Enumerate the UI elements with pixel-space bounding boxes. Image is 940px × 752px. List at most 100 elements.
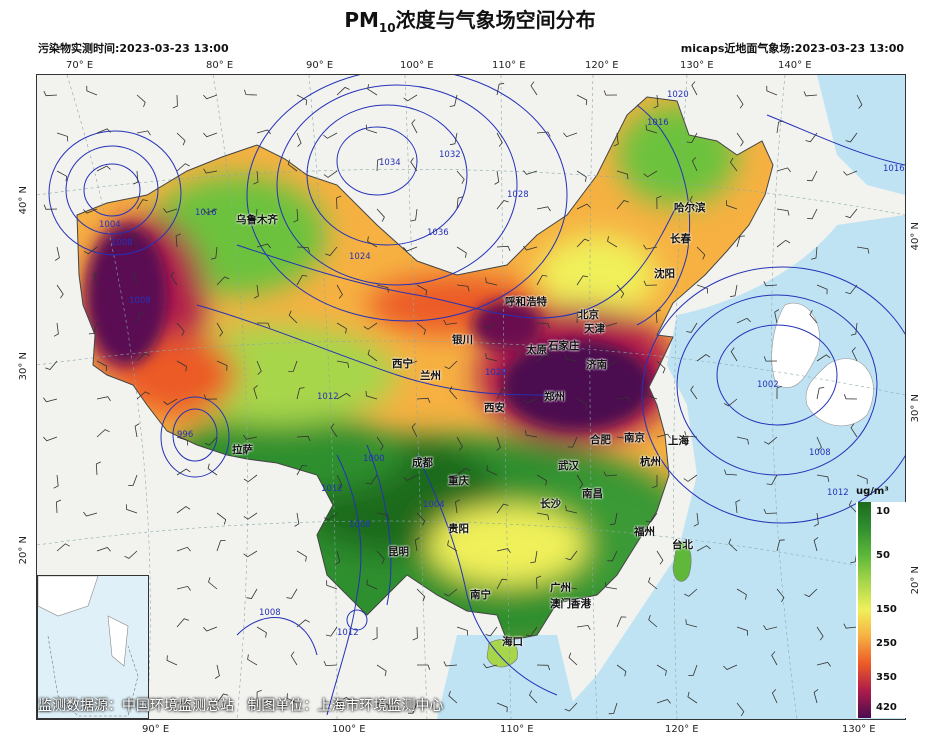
lon-top-label: 70° E	[66, 60, 94, 71]
wind-barb	[496, 436, 501, 451]
wind-barb	[326, 580, 338, 590]
isobar-label: 1012	[317, 392, 339, 402]
isobar-label: 1032	[439, 150, 461, 160]
wind-barb	[523, 398, 538, 404]
city-label: 长春	[670, 233, 691, 245]
isobar-label: 1028	[507, 190, 529, 200]
wind-barb	[247, 654, 258, 666]
wind-barb	[616, 200, 629, 210]
isobar	[160, 396, 230, 478]
wind-barb	[253, 385, 258, 400]
wind-barb	[243, 434, 258, 440]
lon-top-label: 120° E	[585, 60, 619, 71]
wind-barb	[83, 511, 98, 517]
wind-barb	[696, 545, 711, 552]
isobar	[336, 126, 418, 196]
wind-barb	[816, 354, 831, 362]
meridian-line	[212, 75, 249, 719]
wind-barb	[56, 543, 70, 552]
wind-barb	[376, 436, 384, 451]
field-tarim-purple	[87, 225, 167, 365]
wind-barb	[287, 159, 298, 172]
wind-barb	[813, 512, 819, 527]
wind-barb	[288, 310, 298, 324]
wind-barb	[136, 94, 146, 108]
isobar-label: 1020	[485, 368, 507, 378]
wind-barb	[816, 474, 830, 482]
wind-barb	[656, 550, 664, 565]
wind-barb	[216, 540, 226, 552]
wind-barb	[816, 661, 831, 667]
wind-barb	[607, 550, 618, 562]
wind-barb	[565, 505, 578, 514]
city-label: 长沙	[540, 498, 561, 510]
wind-barb	[536, 131, 551, 137]
isobar-label: 1012	[827, 488, 849, 498]
wind-barb	[324, 512, 338, 521]
wind-barb	[616, 396, 631, 402]
wind-barb	[455, 499, 461, 514]
wind-barb	[210, 246, 218, 260]
wind-barb	[256, 689, 262, 704]
wind-barb	[86, 85, 98, 96]
isobar-label: 1008	[349, 520, 371, 530]
wind-barb	[736, 317, 751, 324]
wind-barb	[652, 475, 658, 489]
wind-barb	[54, 246, 60, 261]
wind-barb	[376, 664, 387, 677]
wind-barb	[175, 233, 181, 248]
wind-barb	[776, 120, 784, 134]
wind-barb	[336, 474, 343, 489]
wind-barb	[323, 132, 338, 139]
wind-barb	[176, 322, 185, 336]
wind-barb	[576, 624, 591, 630]
wind-barb	[365, 390, 378, 400]
wind-barb	[83, 246, 98, 255]
wind-barb	[536, 512, 550, 520]
wind-barb	[496, 245, 511, 252]
wind-barb	[286, 693, 298, 704]
wind-barb	[296, 246, 310, 253]
wind-barb	[176, 468, 191, 476]
city-label: 成都	[412, 457, 433, 469]
wind-barb	[296, 464, 308, 476]
wind-barb	[723, 398, 738, 407]
lon-top-label: 90° E	[306, 60, 334, 71]
isobar-label: 1036	[427, 228, 449, 238]
isobar-labels: 1004 1008 1008 1016 1024 1032 1036 1034 …	[99, 90, 905, 638]
wind-barb	[684, 431, 698, 438]
wind-barb	[244, 89, 258, 96]
lat-left-label: 40° N	[18, 186, 29, 215]
wind-barb	[576, 398, 588, 410]
meridian-line	[589, 75, 598, 719]
wind-barb	[408, 702, 418, 714]
wind-barb	[496, 388, 508, 400]
data-source-footer: 监测数据源：中国环境监测总站 制图单位：上海市环境监测中心	[38, 698, 444, 714]
wind-barb	[691, 157, 698, 172]
wind-barb	[643, 244, 658, 250]
wind-barb	[724, 469, 738, 476]
wind-barb	[525, 626, 538, 637]
wind-barb	[645, 512, 658, 523]
legend-tick: 150	[876, 604, 897, 615]
wind-barb	[530, 550, 538, 564]
wind-barb	[496, 200, 509, 210]
wind-barb	[416, 322, 426, 335]
wind-barb	[613, 132, 619, 147]
wind-barb	[172, 94, 178, 109]
wind-barb	[776, 239, 791, 248]
wind-barb	[96, 165, 111, 172]
wind-barb	[536, 575, 542, 590]
wind-barb	[410, 208, 418, 222]
city-label: 广州	[550, 582, 571, 594]
wind-barb	[576, 238, 590, 248]
wind-barb	[243, 512, 258, 520]
wind-barb	[804, 588, 818, 598]
wind-barb	[723, 664, 738, 670]
wind-barb	[376, 158, 383, 172]
wind-barb	[845, 284, 858, 295]
wind-barb	[656, 699, 671, 704]
wind-barb	[336, 360, 350, 368]
wind-barb	[136, 391, 150, 400]
color-legend: 10 50 150 250 350 420	[856, 502, 906, 718]
